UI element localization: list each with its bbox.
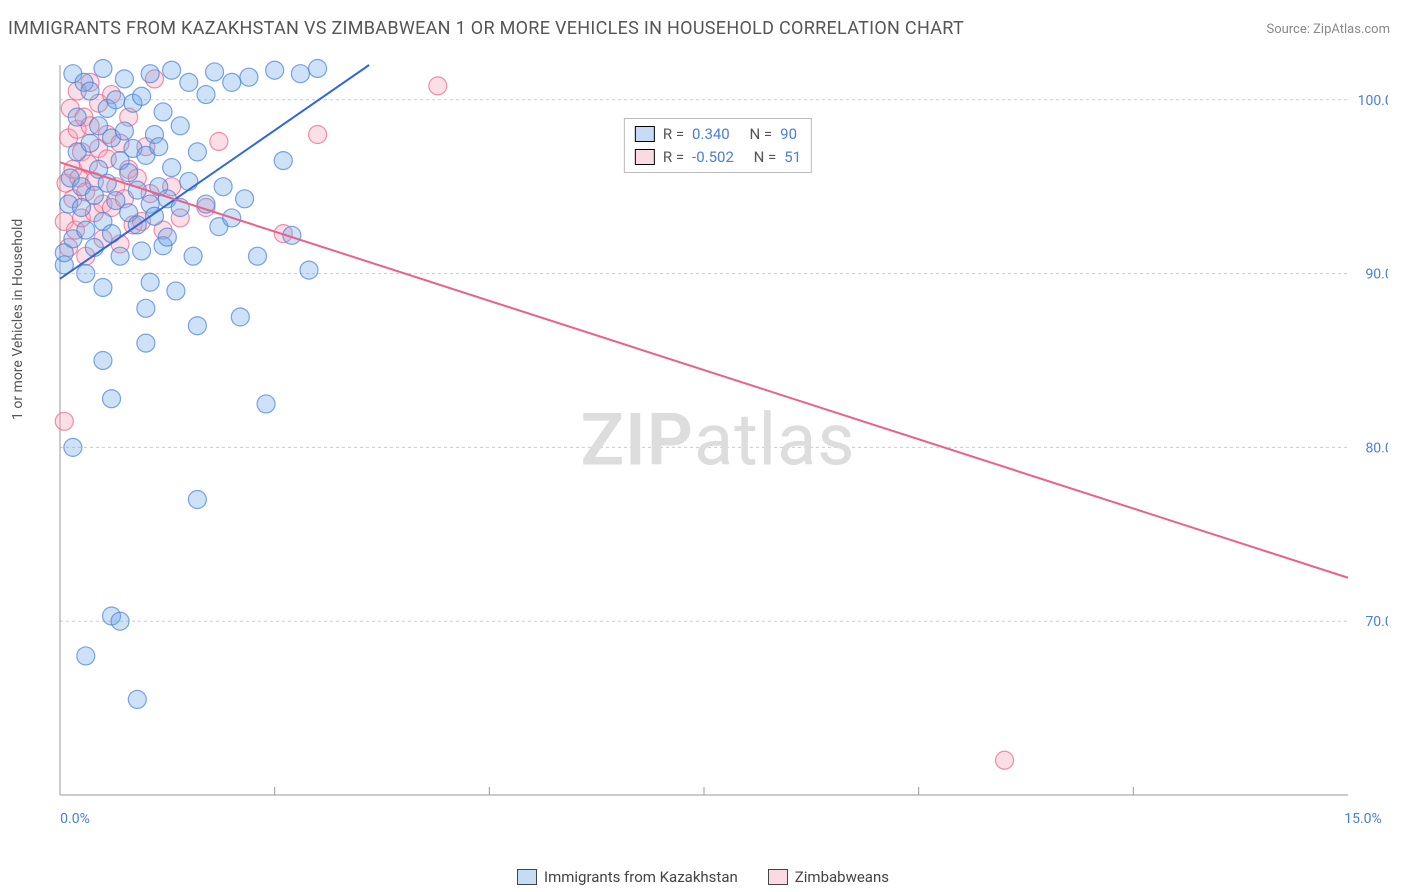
legend-r-symbol: R =	[663, 146, 684, 169]
correlation-legend: R = 0.340 N = 90 R = -0.502 N = 51	[624, 118, 812, 173]
series-legend: Immigrants from Kazakhstan Zimbabweans	[0, 868, 1406, 886]
svg-text:70.0%: 70.0%	[1365, 614, 1388, 630]
chart-container: ZIPatlas 70.0%80.0%90.0%100.0%0.0%15.0% …	[48, 55, 1388, 825]
svg-text:80.0%: 80.0%	[1365, 440, 1388, 456]
legend-r-symbol: R =	[663, 123, 684, 146]
svg-text:100.0%: 100.0%	[1358, 93, 1388, 109]
legend-swatch-a-icon	[517, 869, 537, 885]
legend-n-value-a: 90	[780, 123, 797, 146]
legend-label-b: Zimbabweans	[795, 868, 889, 886]
source-link[interactable]: ZipAtlas.com	[1313, 22, 1390, 37]
legend-swatch-b	[635, 149, 655, 165]
source-attribution: Source: ZipAtlas.com	[1266, 22, 1390, 37]
y-axis-label: 1 or more Vehicles in Household	[10, 219, 26, 420]
legend-n-symbol: N =	[754, 146, 777, 169]
svg-text:15.0%: 15.0%	[1344, 811, 1382, 825]
legend-row-b: R = -0.502 N = 51	[635, 146, 801, 169]
legend-r-value-a: 0.340	[692, 123, 730, 146]
legend-row-a: R = 0.340 N = 90	[635, 123, 801, 146]
legend-n-value-b: 51	[784, 146, 801, 169]
legend-swatch-b-icon	[768, 869, 788, 885]
svg-text:0.0%: 0.0%	[60, 811, 90, 825]
legend-item-a: Immigrants from Kazakhstan	[517, 868, 738, 886]
svg-text:90.0%: 90.0%	[1365, 267, 1388, 283]
legend-n-symbol: N =	[749, 123, 772, 146]
chart-title: IMMIGRANTS FROM KAZAKHSTAN VS ZIMBABWEAN…	[8, 18, 964, 39]
legend-label-a: Immigrants from Kazakhstan	[544, 868, 738, 886]
legend-r-value-b: -0.502	[692, 146, 734, 169]
source-prefix: Source:	[1266, 22, 1313, 37]
legend-item-b: Zimbabweans	[768, 868, 889, 886]
legend-swatch-a	[635, 126, 655, 142]
